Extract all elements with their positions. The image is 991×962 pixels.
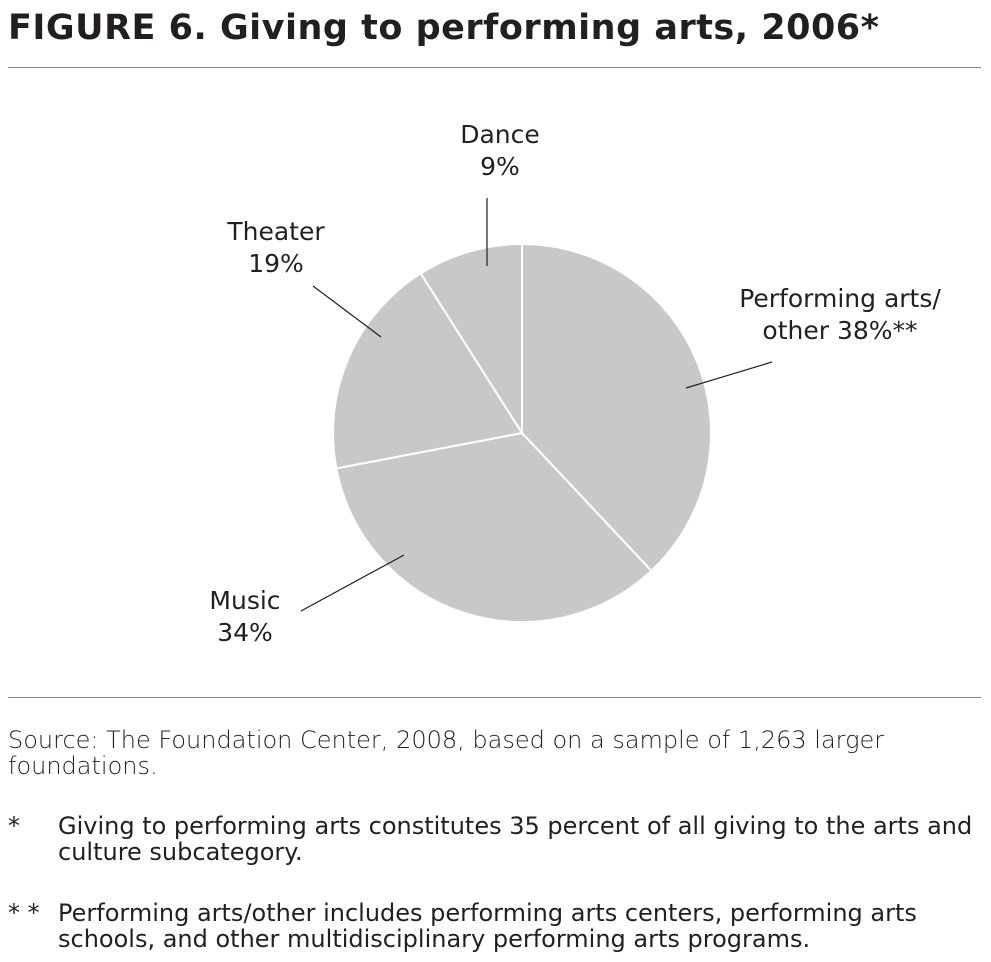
value-label: 34% <box>217 618 273 647</box>
footnote-text: Giving to performing arts constitutes 35… <box>58 812 973 866</box>
pie-slice <box>332 272 524 470</box>
slice-label: Music <box>209 586 280 615</box>
source-note: Source: The Foundation Center, 2008, bas… <box>8 726 885 780</box>
value-label: 9% <box>480 152 520 181</box>
chart-title: FIGURE 6. Giving to performing arts, 200… <box>8 8 880 48</box>
footnote: * * Performing arts/other includes perfo… <box>8 900 983 952</box>
pie-slice <box>521 242 712 573</box>
slice-label: other 38%** <box>762 316 917 345</box>
chart: Performing arts/other 38%** Music 34% Theat… <box>209 120 941 647</box>
value-label: 19% <box>248 249 304 278</box>
slice-label: Theater <box>226 217 325 246</box>
value-label: 38%** <box>837 316 918 345</box>
pie-slice <box>419 242 523 437</box>
rule <box>8 67 981 68</box>
slice-label: Dance <box>460 120 540 149</box>
rule <box>8 697 981 698</box>
slice-label: 19% <box>248 249 304 278</box>
slice-label: 9% <box>480 152 520 181</box>
leader-line <box>685 361 773 389</box>
footnote-marker: * * <box>8 899 40 927</box>
leader-line <box>312 285 382 338</box>
slice-label-rest: other <box>762 316 837 345</box>
pie-slice <box>335 431 653 623</box>
footnote: * Giving to performing arts constitutes … <box>8 813 983 865</box>
leader-line <box>300 554 405 612</box>
slice-label: Performing arts/ <box>739 284 941 313</box>
footnote-marker: * <box>8 812 20 840</box>
slice-label: 34% <box>217 618 273 647</box>
footnote-text: Performing arts/other includes performin… <box>58 899 917 953</box>
